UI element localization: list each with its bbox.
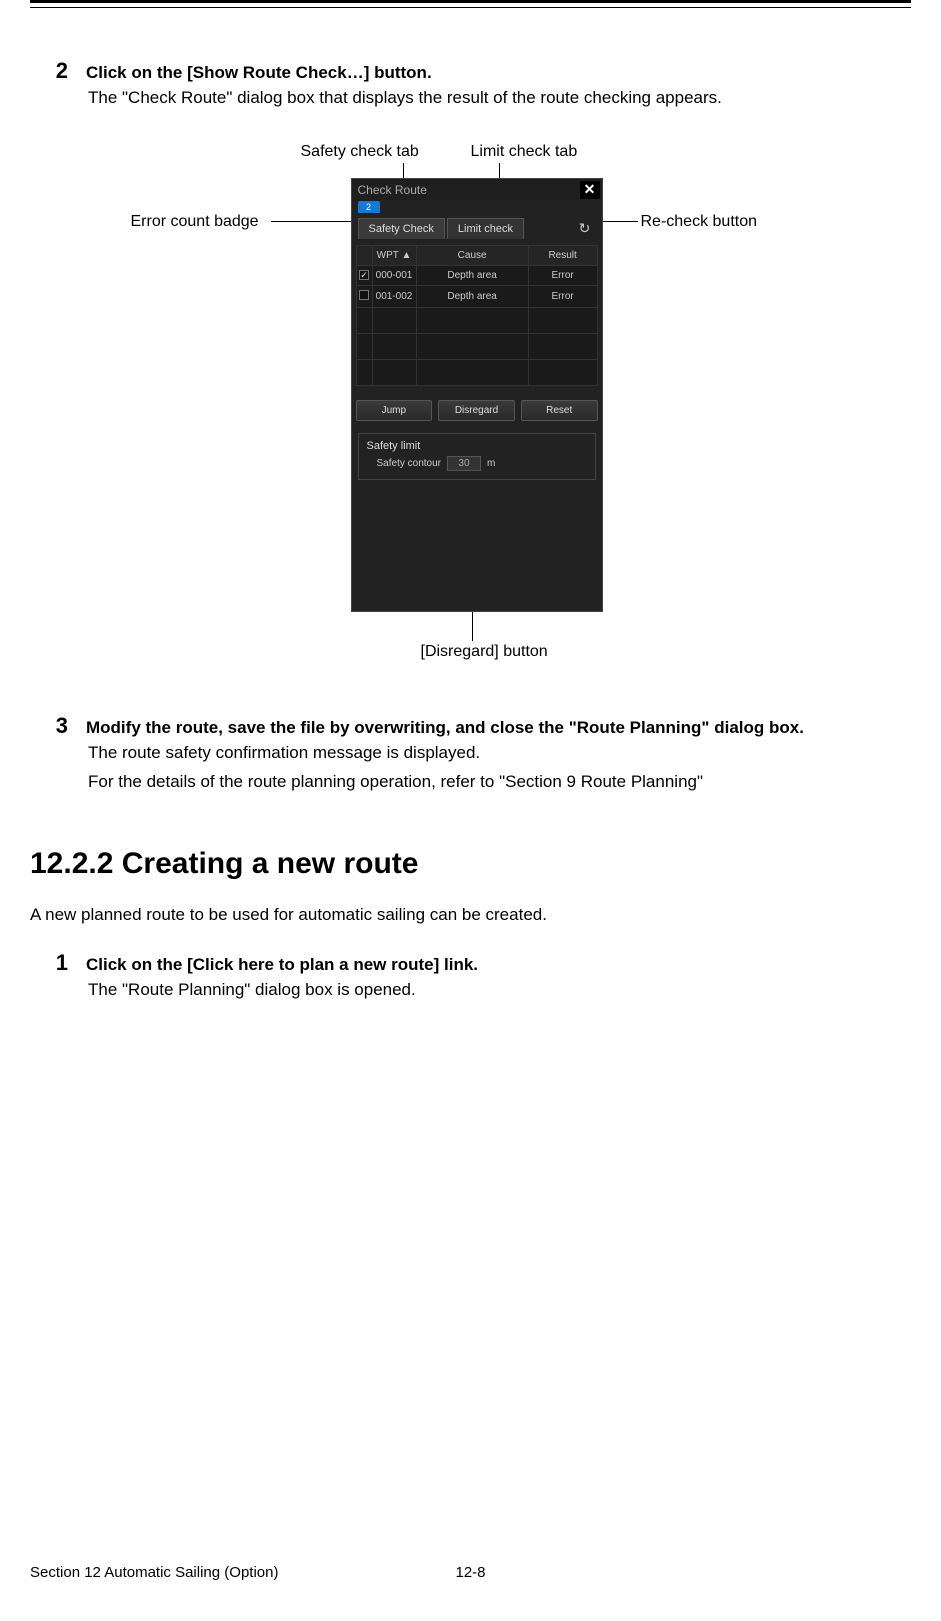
footer-page-number: 12-8 (455, 1564, 485, 1581)
check-route-dialog: Check Route ✕ 2 Safety Check Limit check… (351, 178, 603, 612)
callout-limit-tab: Limit check tab (471, 143, 578, 161)
section-intro: A new planned route to be used for autom… (30, 901, 911, 930)
safety-limit-group: Safety limit Safety contour m (358, 433, 596, 480)
row-cause: Depth area (416, 265, 528, 285)
tab-limit-check[interactable]: Limit check (447, 218, 524, 239)
dialog-body: WPT ▲ Cause Result 000-001 Depth area Er… (352, 239, 602, 392)
step-3: 3 Modify the route, save the file by ove… (50, 713, 911, 797)
safety-contour-input[interactable] (447, 456, 481, 471)
step-number: 2 (50, 58, 68, 84)
close-button[interactable]: ✕ (580, 181, 600, 199)
callout-disregard: [Disregard] button (421, 643, 548, 661)
table-header-row: WPT ▲ Cause Result (356, 245, 597, 265)
row-wpt: 001-002 (372, 285, 416, 307)
safety-contour-label: Safety contour (377, 458, 441, 469)
row-result: Error (528, 285, 597, 307)
page-rule (30, 0, 911, 8)
step-title: Click on the [Click here to plan a new r… (86, 955, 478, 975)
recheck-button[interactable]: ↻ (576, 220, 594, 238)
step-title: Click on the [Show Route Check…] button. (86, 63, 432, 83)
page-footer: Section 12 Automatic Sailing (Option) 12… (30, 1564, 911, 1581)
dialog-button-row: Jump Disregard Reset (352, 392, 602, 429)
checkbox-icon[interactable] (359, 290, 369, 300)
step-description: The "Check Route" dialog box that displa… (88, 84, 911, 113)
callout-safety-tab: Safety check tab (301, 143, 419, 161)
safety-limit-title: Safety limit (367, 440, 587, 452)
reset-button[interactable]: Reset (521, 400, 598, 421)
table-row (356, 333, 597, 359)
step-2: 2 Click on the [Show Route Check…] butto… (50, 58, 911, 113)
figure-check-route: Safety check tab Limit check tab Error c… (121, 143, 821, 663)
tab-safety-check[interactable]: Safety Check (358, 218, 445, 239)
step-1: 1 Click on the [Click here to plan a new… (50, 950, 911, 1005)
dialog-title: Check Route (358, 183, 427, 197)
section-heading: 12.2.2 Creating a new route (30, 847, 911, 881)
row-wpt: 000-001 (372, 265, 416, 285)
row-cause: Depth area (416, 285, 528, 307)
error-count-badge: 2 (358, 201, 380, 213)
disregard-button[interactable]: Disregard (438, 400, 515, 421)
step-title: Modify the route, save the file by overw… (86, 718, 804, 738)
row-check[interactable] (356, 265, 372, 285)
col-cause: Cause (416, 245, 528, 265)
col-wpt[interactable]: WPT ▲ (372, 245, 416, 265)
step-description: The "Route Planning" dialog box is opene… (88, 976, 911, 1005)
col-result: Result (528, 245, 597, 265)
callout-recheck: Re-check button (641, 213, 758, 231)
step-line: The route safety confirmation message is… (88, 739, 911, 768)
footer-section: Section 12 Automatic Sailing (Option) (30, 1564, 278, 1581)
jump-button[interactable]: Jump (356, 400, 433, 421)
results-table: WPT ▲ Cause Result 000-001 Depth area Er… (356, 245, 598, 386)
table-row (356, 359, 597, 385)
tab-bar: Safety Check Limit check ↻ (352, 215, 602, 239)
table-row[interactable]: 000-001 Depth area Error (356, 265, 597, 285)
step-line: For the details of the route planning op… (88, 768, 911, 797)
table-row (356, 307, 597, 333)
step-number: 3 (50, 713, 68, 739)
checkbox-icon[interactable] (359, 270, 369, 280)
dialog-titlebar: Check Route ✕ (352, 179, 602, 201)
row-result: Error (528, 265, 597, 285)
callout-error-badge: Error count badge (131, 213, 259, 231)
safety-contour-unit: m (487, 458, 495, 469)
table-row[interactable]: 001-002 Depth area Error (356, 285, 597, 307)
step-number: 1 (50, 950, 68, 976)
row-check[interactable] (356, 285, 372, 307)
col-check (356, 245, 372, 265)
